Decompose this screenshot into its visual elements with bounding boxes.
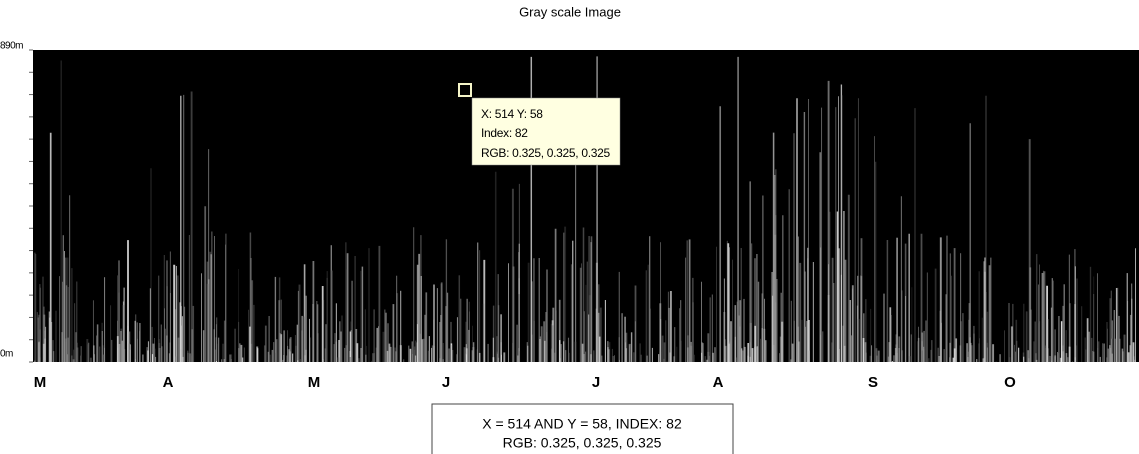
month-label: A bbox=[163, 374, 174, 391]
month-label: S bbox=[868, 374, 878, 391]
info-line: X = 514 AND Y = 58, INDEX: 82 bbox=[482, 416, 682, 432]
datatip-line: X: 514 Y: 58 bbox=[481, 107, 543, 121]
y-ticks bbox=[29, 49, 33, 363]
datatip-marker bbox=[458, 83, 472, 97]
datatip-box bbox=[471, 97, 621, 166]
month-label: M bbox=[308, 374, 321, 391]
month-label: M bbox=[34, 374, 47, 391]
datatip-line: Index: 82 bbox=[481, 126, 528, 140]
month-label: A bbox=[713, 374, 724, 391]
y-label-bottom: 0m bbox=[0, 349, 13, 360]
month-label: J bbox=[442, 374, 450, 391]
y-label-top: 890m bbox=[0, 41, 23, 52]
info-box bbox=[431, 403, 734, 454]
figure-title: Gray scale Image bbox=[519, 4, 621, 19]
info-line: RGB: 0.325, 0.325, 0.325 bbox=[503, 435, 662, 451]
datatip-line: RGB: 0.325, 0.325, 0.325 bbox=[481, 146, 611, 160]
month-label: J bbox=[592, 374, 600, 391]
image-content bbox=[34, 56, 1136, 362]
month-label: O bbox=[1004, 374, 1016, 391]
